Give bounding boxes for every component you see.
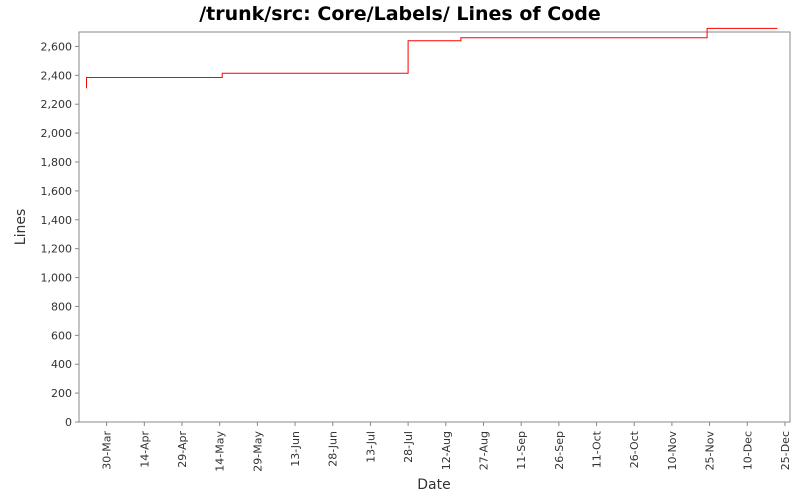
x-tick-label: 13-Jul [364,431,377,463]
x-tick-label: 11-Oct [591,430,604,468]
y-tick-label: 2,200 [41,98,73,111]
y-tick-label: 1,800 [41,156,73,169]
chart-title: /trunk/src: Core/Labels/ Lines of Code [199,3,601,25]
x-axis: 30-Mar 14-Apr 29-Apr 14-May 29-May 13-Jun 28-J… [101,422,792,472]
x-tick-label: 27-Aug [477,431,490,470]
y-tick-label: 600 [51,329,72,342]
x-tick-label: 12-Aug [440,431,453,470]
x-tick-label: 10-Dec [741,431,754,470]
x-tick-label: 13-Jun [289,431,302,467]
y-tick-label: 400 [51,358,72,371]
x-tick-label: 29-May [251,431,264,472]
y-axis: 0 200 400 600 800 1,000 1,200 1,400 1,600 1,800 2,… [41,40,79,429]
x-tick-label: 28-Jul [402,431,415,463]
x-axis-title: Date [417,477,450,493]
x-tick-label: 26-Sep [553,431,566,470]
series-layer [86,27,778,89]
x-tick-label: 29-Apr [176,431,189,468]
y-tick-label: 0 [65,416,72,429]
plot-area [78,31,791,423]
x-tick-label: 14-Apr [138,431,151,468]
y-tick-label: 1,000 [41,272,73,285]
x-tick-label: 11-Sep [515,431,528,470]
y-axis-title: Lines [13,209,29,245]
x-tick-label: 25-Nov [704,431,717,471]
series-line-0 [86,27,778,89]
x-tick-label: 25-Dec [779,431,792,470]
x-tick-label: 10-Nov [666,431,679,471]
y-tick-label: 800 [51,300,72,313]
y-tick-label: 1,600 [41,185,73,198]
x-tick-label: 26-Oct [628,430,641,468]
x-tick-label: 28-Jun [327,431,340,467]
y-tick-label: 2,400 [41,69,73,82]
y-tick-label: 2,600 [41,40,73,53]
x-tick-label: 30-Mar [101,431,114,470]
y-tick-label: 200 [51,387,72,400]
y-tick-label: 2,000 [41,127,73,140]
x-tick-label: 14-May [214,431,227,472]
y-tick-label: 1,400 [41,214,73,227]
y-tick-label: 1,200 [41,243,73,256]
